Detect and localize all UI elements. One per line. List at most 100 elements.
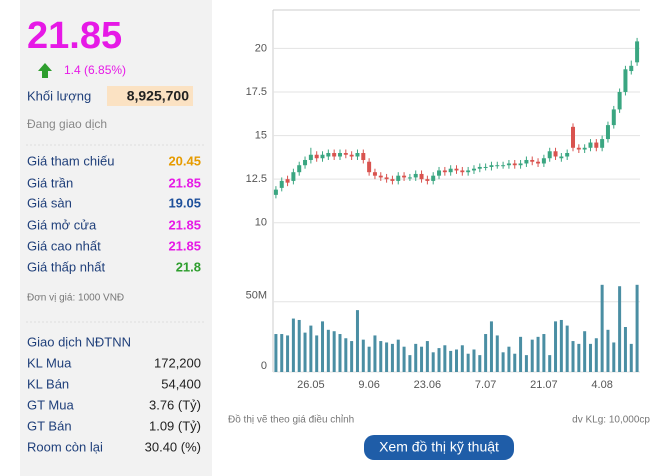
status: Đang giao dịch <box>27 117 107 131</box>
technical-chart-button[interactable]: Xem đồ thị kỹ thuật <box>364 435 514 460</box>
volume-bar <box>612 342 616 372</box>
price-value: 19.05 <box>168 195 201 210</box>
candle-body <box>419 173 424 180</box>
volume-bar <box>286 335 290 372</box>
candle-body <box>349 154 354 157</box>
price-value: 20.45 <box>168 153 201 168</box>
foreign-value: 3.76 (Tỷ) <box>149 397 201 412</box>
candle-body <box>553 151 558 157</box>
volume-bar <box>332 331 336 372</box>
volume-value: 8,925,700 <box>127 88 189 104</box>
volume-bar <box>484 334 488 372</box>
candle-body <box>402 175 407 178</box>
candle-body <box>530 159 535 162</box>
candle-body <box>337 153 342 157</box>
candle-body <box>605 125 610 140</box>
price: 21.85 <box>27 15 122 57</box>
foreign-label: KL Mua <box>27 355 72 370</box>
volume-bar <box>507 346 511 372</box>
volume-bar <box>466 353 470 372</box>
volume-bar <box>565 325 569 372</box>
candle-body <box>588 142 593 148</box>
volume-bar <box>303 332 307 372</box>
volume-bar <box>350 341 354 372</box>
candle-body <box>332 153 337 157</box>
candle-body <box>466 170 471 173</box>
price-label: Giá trần <box>27 175 73 190</box>
foreign-label: GT Bán <box>27 418 72 433</box>
candle-body <box>314 154 319 159</box>
volume-bar <box>513 353 517 372</box>
volume-bar <box>280 334 284 372</box>
candle-body <box>559 156 564 159</box>
volume-bar <box>594 338 598 372</box>
volume-bar <box>588 343 592 372</box>
candle-body <box>448 168 453 173</box>
volume-bar <box>618 286 622 372</box>
x-tick-label: 21.07 <box>530 379 558 391</box>
volume-bar <box>402 346 406 372</box>
candle-body <box>407 177 412 179</box>
candle-body <box>273 189 278 195</box>
volume-bar <box>571 341 575 372</box>
candle-body <box>343 153 348 155</box>
foreign-value: 1.09 (Tỷ) <box>149 418 201 433</box>
candle-body <box>471 168 476 171</box>
volume-bar <box>321 321 325 372</box>
volume-box <box>107 86 193 106</box>
volume-bar <box>408 355 412 372</box>
chart-note: Đồ thị vẽ theo giá điều chỉnh <box>228 414 354 426</box>
volume-bar <box>606 329 610 372</box>
volume-bar <box>443 345 447 372</box>
candle-body <box>326 153 331 157</box>
volume-bar <box>583 331 587 372</box>
candle-body <box>571 126 576 148</box>
volume-bar <box>385 342 389 372</box>
candle-body <box>541 158 546 164</box>
button-label[interactable]: Xem đồ thị kỹ thuật <box>379 439 499 455</box>
volume-bar <box>554 321 558 372</box>
volume-bar <box>315 335 319 372</box>
candle-body <box>483 166 488 168</box>
volume-bar <box>297 319 301 372</box>
volume-bar <box>379 341 383 372</box>
volume-bar <box>472 349 476 372</box>
y-tick-label: 12.5 <box>246 173 267 185</box>
candle-body <box>285 179 290 183</box>
candle-body <box>378 175 383 178</box>
candle-body <box>367 161 372 173</box>
volume-bar <box>548 355 552 372</box>
candle-body <box>355 153 360 157</box>
candle-body <box>600 139 605 148</box>
volume-bar <box>309 325 313 372</box>
button-bg[interactable] <box>364 435 514 460</box>
volume-bar <box>414 343 418 372</box>
volume-bar <box>623 327 627 372</box>
volume-bar <box>635 284 639 372</box>
volume-bar <box>361 339 365 372</box>
candle-body <box>384 177 389 180</box>
candle-body <box>623 69 628 92</box>
candle-body <box>576 147 581 150</box>
volume-bar <box>629 343 633 372</box>
volume-bar <box>355 310 359 372</box>
foreign-label: KL Bán <box>27 376 69 391</box>
volume-bar <box>530 339 534 372</box>
volume-bar <box>536 336 540 372</box>
foreign-label: GT Mua <box>27 397 74 412</box>
price-label: Giá sàn <box>27 195 72 210</box>
candle-body <box>594 142 599 148</box>
volume-bar <box>338 334 342 372</box>
foreign-value: 54,400 <box>161 376 201 391</box>
candle-body <box>477 166 482 169</box>
unit-note: Đơn vị giá: 1000 VNĐ <box>27 293 124 304</box>
candle-body <box>611 109 616 126</box>
price-value: 21.85 <box>168 238 201 253</box>
candle-body <box>454 168 459 171</box>
candle-body <box>372 172 377 176</box>
candle-body <box>308 154 313 160</box>
candle-body <box>629 65 634 72</box>
price-value: 21.85 <box>168 175 201 190</box>
candle-body <box>635 41 640 63</box>
price-label: Giá tham chiếu <box>27 153 114 168</box>
